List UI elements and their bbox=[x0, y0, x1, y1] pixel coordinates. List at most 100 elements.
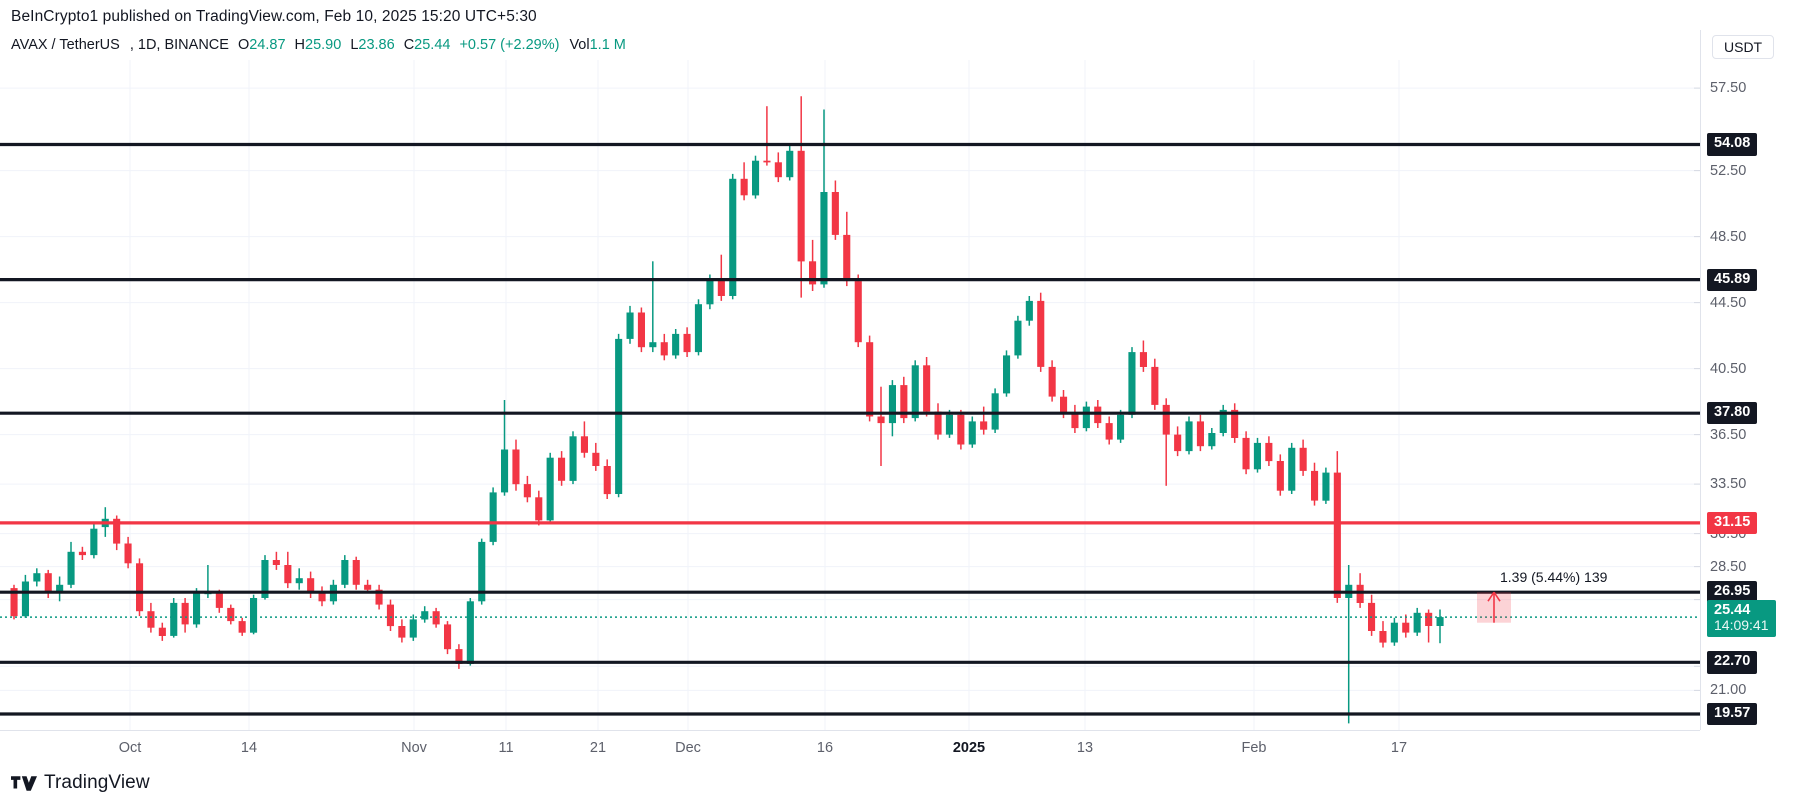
price-level-badge[interactable]: 54.08 bbox=[1707, 133, 1758, 156]
candle bbox=[580, 421, 588, 458]
price-axis-tick: 21.00 bbox=[1710, 682, 1747, 699]
candle bbox=[124, 536, 132, 569]
candle bbox=[854, 274, 862, 348]
candle bbox=[1117, 409, 1125, 443]
candle-body bbox=[250, 598, 258, 633]
candle bbox=[478, 538, 486, 605]
price-level-badge[interactable]: 19.57 bbox=[1707, 702, 1758, 726]
candle bbox=[67, 541, 75, 589]
candle bbox=[1368, 594, 1376, 636]
footer-branding: TradingView bbox=[11, 772, 150, 794]
candle bbox=[1162, 398, 1170, 486]
candle bbox=[558, 451, 566, 486]
candle-body bbox=[934, 411, 942, 435]
candle-body bbox=[238, 621, 246, 633]
candle bbox=[1219, 404, 1227, 437]
volume-label: Vol bbox=[569, 37, 590, 53]
candle-body bbox=[569, 436, 577, 481]
candle-body bbox=[1253, 442, 1261, 470]
candle-body bbox=[603, 466, 611, 495]
price-axis-tick: 40.50 bbox=[1710, 360, 1747, 377]
volume-value: 1.1 M bbox=[589, 37, 626, 53]
time-axis-tick: Dec bbox=[675, 740, 701, 756]
price-level-badge[interactable]: 26.95 bbox=[1707, 581, 1758, 604]
candle-body bbox=[717, 279, 725, 296]
candle bbox=[934, 403, 942, 440]
price-axis-tick: 36.50 bbox=[1710, 426, 1747, 443]
price-axis[interactable]: USDT 57.50 52.50 48.50 44.50 40.50 36.50 33.50… bbox=[1700, 30, 1804, 730]
candle bbox=[980, 406, 988, 435]
candle bbox=[569, 431, 577, 485]
candle-body bbox=[67, 551, 75, 585]
candle bbox=[1139, 340, 1147, 372]
candle bbox=[637, 307, 645, 353]
candle-body bbox=[136, 563, 144, 612]
candle bbox=[10, 584, 18, 620]
candle-body bbox=[866, 342, 874, 417]
candle-body bbox=[1276, 461, 1284, 491]
currency-chip[interactable]: USDT bbox=[1712, 35, 1775, 59]
candle bbox=[786, 145, 794, 181]
candle bbox=[1402, 614, 1410, 638]
candle bbox=[78, 546, 86, 560]
candle-body bbox=[147, 611, 155, 628]
price-level-badge[interactable]: 45.89 bbox=[1707, 268, 1758, 291]
last-price-badge[interactable]: 25.44 14:09:41 bbox=[1707, 600, 1776, 638]
chart-plot-area[interactable] bbox=[0, 60, 1700, 730]
candle bbox=[1128, 347, 1136, 419]
candle bbox=[1390, 617, 1398, 646]
candle bbox=[489, 487, 497, 546]
candle-body bbox=[797, 150, 805, 262]
candle bbox=[136, 558, 144, 617]
candle-body bbox=[854, 281, 862, 343]
candle bbox=[113, 515, 121, 551]
candle-body bbox=[1082, 406, 1090, 429]
candle bbox=[603, 459, 611, 499]
candle-body bbox=[1265, 442, 1273, 462]
candle bbox=[238, 617, 246, 636]
last-price-countdown: 14:09:41 bbox=[1714, 617, 1769, 634]
candle-body bbox=[1425, 612, 1433, 626]
candle-body bbox=[90, 528, 98, 556]
candle bbox=[1299, 439, 1307, 476]
time-axis-tick: 14 bbox=[240, 740, 258, 756]
candle-body bbox=[215, 593, 223, 608]
open-label: O bbox=[237, 37, 250, 53]
candle bbox=[1425, 609, 1433, 643]
candle-body bbox=[580, 436, 588, 453]
candle-body bbox=[466, 601, 474, 664]
time-axis[interactable]: Oct 14 Nov 11 21 Dec 16 2025 13 Feb 17 bbox=[0, 730, 1700, 770]
candle bbox=[1071, 404, 1079, 433]
candle bbox=[1379, 621, 1387, 648]
candle bbox=[352, 556, 360, 590]
price-level-badge[interactable]: 37.80 bbox=[1707, 402, 1758, 425]
candle bbox=[1322, 467, 1330, 504]
candle bbox=[1276, 454, 1284, 496]
candle-body bbox=[945, 414, 953, 435]
candle-body bbox=[820, 192, 828, 285]
candle bbox=[763, 106, 771, 166]
symbol-name[interactable]: AVAX / TetherUS bbox=[11, 37, 120, 53]
candle bbox=[866, 335, 874, 422]
candle bbox=[466, 598, 474, 666]
candle bbox=[957, 409, 965, 450]
candle-body bbox=[10, 588, 18, 617]
price-level-badge[interactable]: 31.15 bbox=[1707, 511, 1758, 535]
candle-body bbox=[124, 543, 132, 564]
candle bbox=[683, 327, 691, 357]
candle bbox=[272, 551, 280, 570]
tradingview-logo-icon bbox=[11, 775, 37, 791]
price-axis-tick: 57.50 bbox=[1710, 80, 1747, 97]
candle-body bbox=[421, 611, 429, 620]
candle-body bbox=[1322, 472, 1330, 501]
candle bbox=[1265, 436, 1273, 466]
time-axis-tick: 13 bbox=[1076, 740, 1094, 756]
price-axis-tick: 48.50 bbox=[1710, 228, 1747, 245]
candle bbox=[421, 606, 429, 623]
candle bbox=[752, 155, 760, 199]
interval-label[interactable]: 1D bbox=[137, 37, 157, 53]
price-level-badge[interactable]: 22.70 bbox=[1707, 651, 1758, 674]
candle bbox=[386, 599, 394, 631]
candle-body bbox=[193, 593, 201, 625]
